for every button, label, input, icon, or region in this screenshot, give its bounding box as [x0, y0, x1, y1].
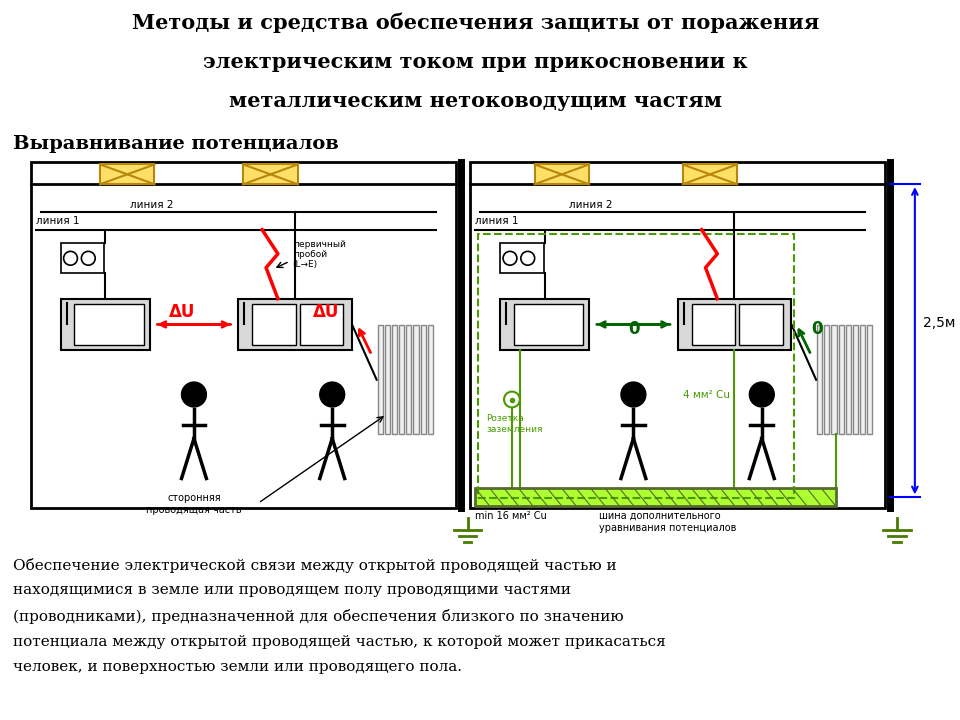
- Bar: [478, 233, 794, 498]
- Text: ΔU: ΔU: [312, 302, 339, 320]
- Text: Розетка
заземления: Розетка заземления: [487, 414, 542, 433]
- Bar: [535, 164, 589, 184]
- Text: первичный
пробой
(L→E): первичный пробой (L→E): [293, 240, 346, 269]
- Text: 0: 0: [811, 320, 823, 338]
- Text: находящимися в земле или проводящем полу проводящими частями: находящимися в земле или проводящем полу…: [13, 583, 571, 597]
- Bar: [825, 325, 829, 434]
- Bar: [691, 304, 735, 345]
- Text: линия 1: линия 1: [475, 216, 519, 226]
- Circle shape: [320, 382, 345, 407]
- Bar: [60, 243, 104, 273]
- Bar: [377, 325, 383, 434]
- Bar: [100, 164, 155, 184]
- Text: (проводниками), предназначенной для обеспечения близкого по значению: (проводниками), предназначенной для обес…: [13, 609, 624, 624]
- Bar: [739, 304, 782, 345]
- Bar: [31, 163, 456, 508]
- Bar: [852, 325, 858, 434]
- Bar: [500, 299, 589, 350]
- Bar: [243, 164, 298, 184]
- Text: линия 2: линия 2: [569, 200, 612, 210]
- Bar: [392, 325, 397, 434]
- Circle shape: [621, 382, 646, 407]
- Text: человек, и поверхностью земли или проводящего пола.: человек, и поверхностью земли или провод…: [13, 660, 462, 674]
- Text: потенциала между открытой проводящей частью, к которой может прикасаться: потенциала между открытой проводящей час…: [13, 634, 666, 649]
- Bar: [300, 304, 343, 345]
- Bar: [867, 325, 873, 434]
- Bar: [238, 299, 352, 350]
- Bar: [831, 325, 836, 434]
- Bar: [60, 299, 150, 350]
- Bar: [817, 325, 823, 434]
- Bar: [252, 304, 296, 345]
- Text: Выравнивание потенциалов: Выравнивание потенциалов: [13, 135, 339, 153]
- Bar: [470, 163, 885, 508]
- Bar: [414, 325, 419, 434]
- Bar: [678, 299, 791, 350]
- Bar: [428, 325, 433, 434]
- Circle shape: [181, 382, 206, 407]
- Bar: [406, 325, 412, 434]
- Text: 2,5м: 2,5м: [923, 315, 955, 330]
- Bar: [846, 325, 851, 434]
- Text: линия 2: линия 2: [130, 200, 173, 210]
- Bar: [683, 164, 737, 184]
- Bar: [385, 325, 390, 434]
- Bar: [420, 325, 426, 434]
- Text: линия 1: линия 1: [36, 216, 80, 226]
- Text: Методы и средства обеспечения защиты от поражения: Методы и средства обеспечения защиты от …: [132, 12, 819, 33]
- Bar: [75, 304, 144, 345]
- Circle shape: [750, 382, 774, 407]
- Bar: [839, 325, 844, 434]
- Text: min 16 мм² Cu: min 16 мм² Cu: [475, 511, 547, 521]
- Text: 0: 0: [629, 320, 640, 338]
- Text: ΔU: ΔU: [169, 302, 196, 320]
- Bar: [500, 243, 543, 273]
- Bar: [399, 325, 404, 434]
- Text: сторонняя
проводящая часть: сторонняя проводящая часть: [146, 493, 242, 515]
- Bar: [514, 304, 583, 345]
- Text: металлическим нетоководущим частям: металлическим нетоководущим частям: [228, 91, 722, 112]
- Text: 4 мм² Cu: 4 мм² Cu: [683, 390, 730, 400]
- Bar: [860, 325, 865, 434]
- Text: Обеспечение электрической связи между открытой проводящей частью и: Обеспечение электрической связи между от…: [13, 557, 617, 572]
- Text: электрическим током при прикосновении к: электрическим током при прикосновении к: [204, 52, 748, 72]
- Bar: [475, 488, 836, 506]
- Text: шина дополнительного
уравнивания потенциалов: шина дополнительного уравнивания потенци…: [599, 511, 736, 533]
